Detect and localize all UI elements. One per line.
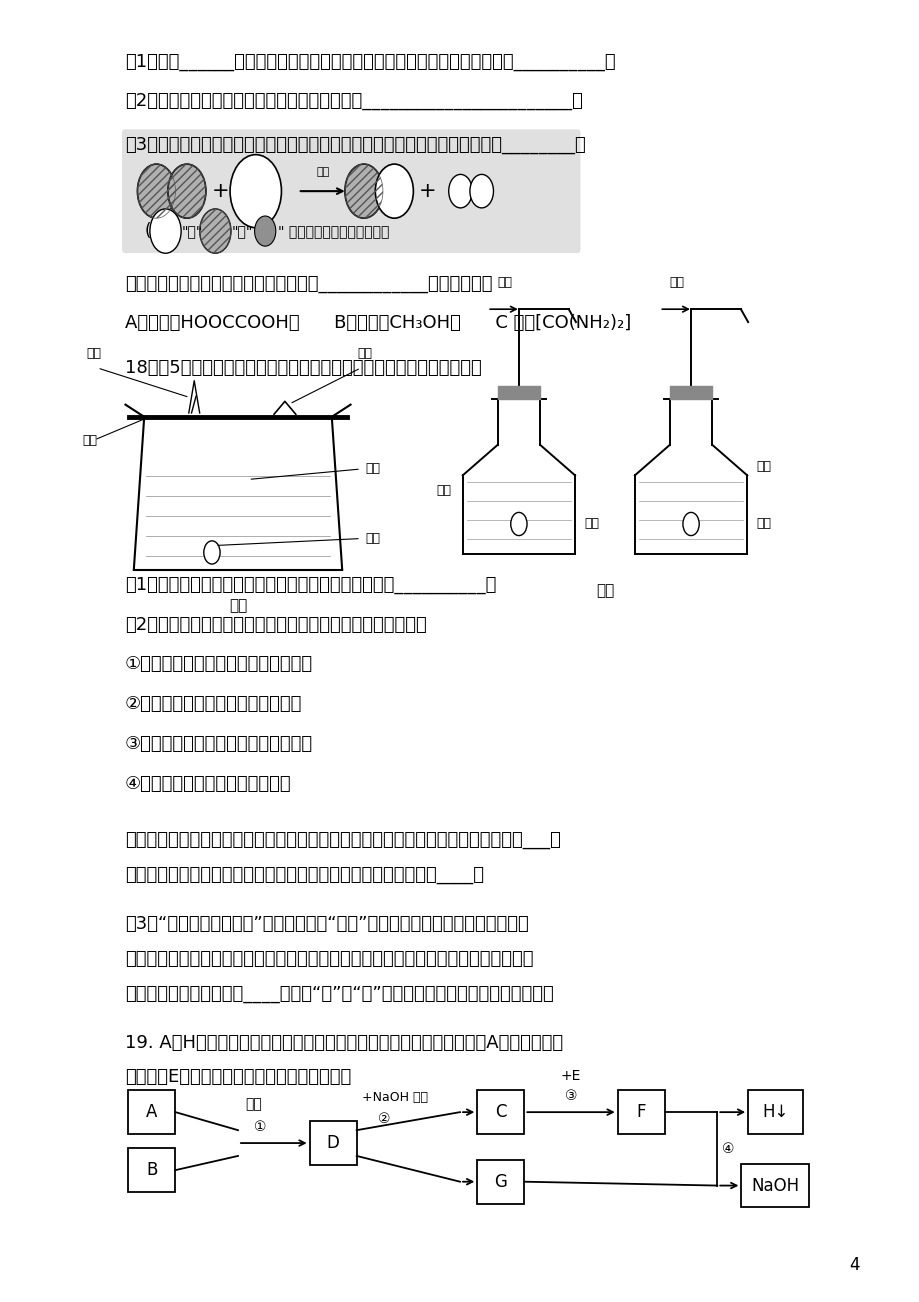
Text: 点燃: 点燃 bbox=[245, 1096, 262, 1111]
Circle shape bbox=[682, 513, 698, 535]
Text: （1）某同学用图甲所示装置进行实验，观察到的现象是__________。: （1）某同学用图甲所示装置进行实验，观察到的现象是__________。 bbox=[125, 577, 495, 594]
Text: 热水: 热水 bbox=[365, 462, 380, 475]
Text: 图乙: 图乙 bbox=[596, 583, 614, 598]
Circle shape bbox=[230, 155, 281, 228]
Text: 铜片: 铜片 bbox=[83, 434, 97, 447]
Text: F: F bbox=[636, 1103, 645, 1121]
Text: G: G bbox=[494, 1173, 506, 1191]
FancyBboxPatch shape bbox=[477, 1090, 524, 1134]
Text: NaOH: NaOH bbox=[751, 1177, 799, 1194]
FancyBboxPatch shape bbox=[747, 1090, 801, 1134]
Text: A: A bbox=[146, 1103, 157, 1121]
Circle shape bbox=[470, 174, 493, 208]
FancyBboxPatch shape bbox=[129, 1090, 176, 1134]
Text: 18．（5分）图甲和图乙所示实验方法均可用来探究可燃物燃烧的条件。: 18．（5分）图甲和图乙所示实验方法均可用来探究可燃物燃烧的条件。 bbox=[125, 358, 481, 376]
Circle shape bbox=[345, 164, 382, 219]
Text: 能证明可燃物必须达到一定温度（着火点）才能燃烧的实验事实是____。: 能证明可燃物必须达到一定温度（着火点）才能燃烧的实验事实是____。 bbox=[125, 866, 483, 884]
Text: 白磷: 白磷 bbox=[86, 348, 102, 361]
Text: （3）工业上利用煮制备合成器的微观示意图如下，写出该反应的化学方程式为________。: （3）工业上利用煮制备合成器的微观示意图如下，写出该反应的化学方程式为_____… bbox=[125, 135, 584, 154]
Text: ③不通空气时，热水中的白磷不燃烧；: ③不通空气时，热水中的白磷不燃烧； bbox=[125, 734, 312, 753]
Circle shape bbox=[375, 164, 413, 219]
Text: 该实验中，能证明可燃物通常需要接触空气才能燃烧的实验事实是（填序号，下同）___；: 该实验中，能证明可燃物通常需要接触空气才能燃烧的实验事实是（填序号，下同）___… bbox=[125, 832, 560, 849]
Text: +NaOH 溶液: +NaOH 溶液 bbox=[362, 1091, 427, 1104]
Text: +: + bbox=[211, 181, 229, 201]
Text: ③: ③ bbox=[564, 1090, 576, 1103]
Text: 要成分，E是一种常见的食品干燥剂。请回答：: 要成分，E是一种常见的食品干燥剂。请回答： bbox=[125, 1069, 351, 1086]
Text: (: ( bbox=[144, 223, 151, 240]
Text: 4: 4 bbox=[848, 1256, 858, 1275]
FancyBboxPatch shape bbox=[310, 1121, 357, 1165]
Text: 空气: 空气 bbox=[668, 276, 684, 289]
Text: A．草酸（HOOCCOOH）      B．甲醇（CH₃OH）      C 尿素[CO(NH₂)₂]: A．草酸（HOOCCOOH） B．甲醇（CH₃OH） C 尿素[CO(NH₂)₂… bbox=[125, 314, 630, 332]
Circle shape bbox=[448, 174, 471, 208]
Text: （2）另一同学用图乙所示装置进行实验，得到以下实验事实：: （2）另一同学用图乙所示装置进行实验，得到以下实验事实： bbox=[125, 616, 426, 634]
Text: （3）“化学实验的绿色化”要求实验室的“三废”排放降低到最低程度并能得到妥善: （3）“化学实验的绿色化”要求实验室的“三废”排放降低到最低程度并能得到妥善 bbox=[125, 915, 528, 934]
FancyBboxPatch shape bbox=[122, 129, 580, 253]
FancyBboxPatch shape bbox=[129, 1148, 176, 1193]
FancyBboxPatch shape bbox=[741, 1164, 809, 1207]
Text: C: C bbox=[494, 1103, 506, 1121]
Text: " 分别表示碳、氧、氢原子）: " 分别表示碳、氧、氢原子） bbox=[278, 224, 389, 238]
Circle shape bbox=[204, 540, 220, 564]
Circle shape bbox=[255, 216, 276, 246]
Text: 冷水: 冷水 bbox=[437, 484, 451, 497]
Text: ①: ① bbox=[254, 1120, 267, 1134]
Circle shape bbox=[510, 513, 527, 535]
Text: ②通空气时，冷水中的白磷不燃烧；: ②通空气时，冷水中的白磷不燃烧； bbox=[125, 695, 301, 712]
Text: ②: ② bbox=[378, 1112, 391, 1126]
Text: 19. A～H都是初中化学中的常见物质，它们之间的转化关系如图所示。A是天然气的主: 19. A～H都是初中化学中的常见物质，它们之间的转化关系如图所示。A是天然气的… bbox=[125, 1034, 562, 1052]
Text: （1）煎、______和天然气常称为化石燃料，天然气充分燃烧的化学方程式为__________。: （1）煎、______和天然气常称为化石燃料，天然气充分燃烧的化学方程式为___… bbox=[125, 53, 615, 72]
Text: 甲与图乙所示实验相比，____（选填“甲”或“乙”）更体现了化学实验的绻色化追求。: 甲与图乙所示实验相比，____（选填“甲”或“乙”）更体现了化学实验的绻色化追求… bbox=[125, 984, 553, 1003]
Text: 处理，实验室的安全性和环境质量得到提升，师生的绻色化学和环保意识得到强化。图: 处理，实验室的安全性和环境质量得到提升，师生的绻色化学和环保意识得到强化。图 bbox=[125, 950, 533, 967]
Text: 图甲: 图甲 bbox=[229, 598, 247, 613]
Text: 仅用该合成气为原料不可能得到的物质是____________（填字母）。: 仅用该合成气为原料不可能得到的物质是____________（填字母）。 bbox=[125, 275, 492, 293]
Text: 空气: 空气 bbox=[496, 276, 511, 289]
FancyBboxPatch shape bbox=[477, 1160, 524, 1203]
Circle shape bbox=[150, 208, 181, 254]
Text: ④通空气时，热水中的白磷燃烧。: ④通空气时，热水中的白磷燃烧。 bbox=[125, 775, 291, 793]
Text: +: + bbox=[419, 181, 437, 201]
Circle shape bbox=[167, 164, 206, 219]
Text: （2）燃煮发电时，将煮块粉碎成煮粉，其目的是_______________________。: （2）燃煮发电时，将煮块粉碎成煮粉，其目的是__________________… bbox=[125, 92, 582, 109]
Text: 白磷: 白磷 bbox=[584, 517, 598, 530]
Text: B: B bbox=[146, 1161, 157, 1180]
Circle shape bbox=[199, 208, 231, 254]
Text: 红磷: 红磷 bbox=[357, 348, 372, 361]
Text: ④: ④ bbox=[721, 1142, 733, 1156]
Text: ①不通空气时，冷水中的白磷不燃烧；: ①不通空气时，冷水中的白磷不燃烧； bbox=[125, 655, 312, 673]
Circle shape bbox=[137, 164, 176, 219]
Text: 白磷: 白磷 bbox=[365, 533, 380, 546]
Text: 热水: 热水 bbox=[755, 460, 770, 473]
Text: 高温: 高温 bbox=[316, 167, 329, 177]
Text: 热水: 热水 bbox=[755, 517, 770, 530]
FancyBboxPatch shape bbox=[617, 1090, 664, 1134]
Text: D: D bbox=[326, 1134, 339, 1152]
Text: "、": "、" bbox=[182, 224, 203, 238]
Text: +E: +E bbox=[561, 1069, 581, 1082]
Text: H↓: H↓ bbox=[761, 1103, 788, 1121]
Text: "、": "、" bbox=[232, 224, 253, 238]
